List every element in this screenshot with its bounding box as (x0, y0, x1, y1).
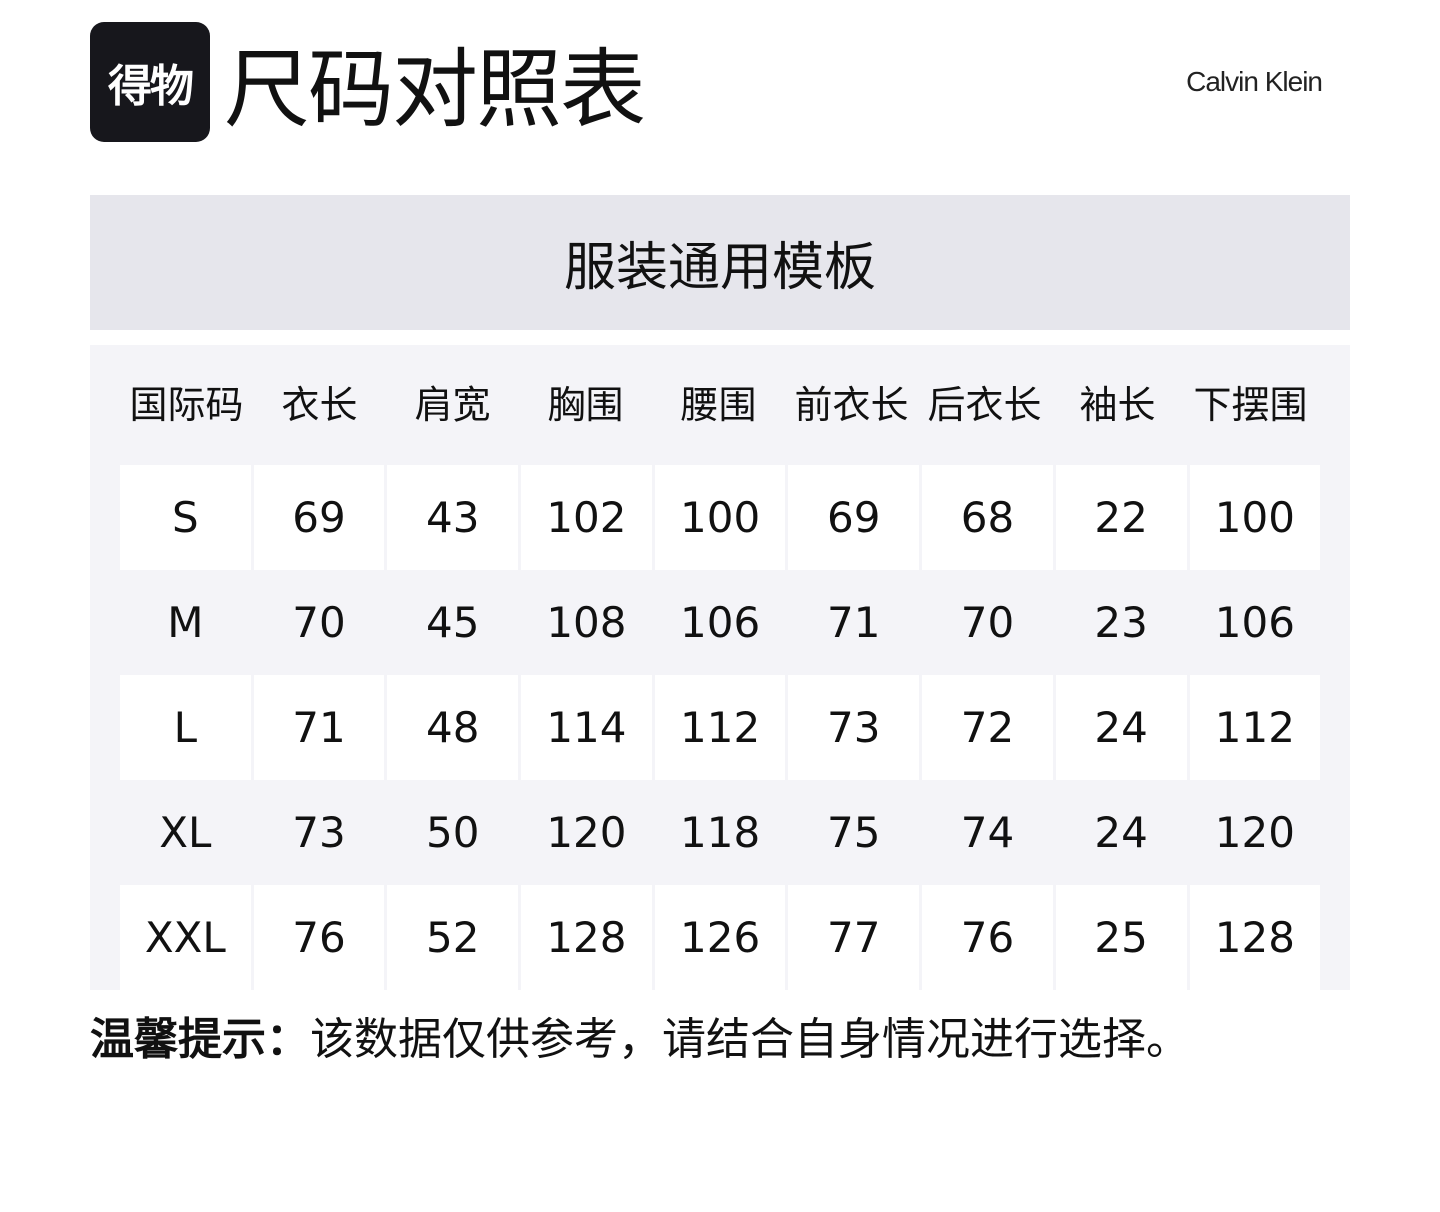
table-cell: 52 (387, 885, 519, 990)
table-cell: 73 (292, 808, 346, 857)
table-cell: 106 (1214, 598, 1295, 647)
table-cell: 73 (788, 675, 920, 780)
table-header: 国际码 衣长 肩宽 胸围 腰围 前衣长 后衣长 袖长 下摆围 (120, 375, 1317, 435)
table-row: L 71 48 114 112 73 72 24 112 (120, 675, 1321, 780)
dewu-logo: 得物 (90, 22, 210, 142)
table-cell: S (120, 465, 251, 570)
table-row: M 70 45 108 106 71 70 23 106 (120, 570, 1320, 675)
column-header: 前衣长 (794, 383, 909, 427)
table-cell: 128 (1189, 885, 1321, 990)
table-cell: 114 (521, 675, 652, 780)
table-cell: 74 (960, 808, 1015, 857)
table-cell: 71 (253, 675, 385, 780)
table-cell: 112 (654, 675, 786, 780)
table-cell: 76 (253, 885, 385, 990)
table-cell: L (120, 675, 251, 780)
table-cell: 48 (387, 675, 519, 780)
table-cell: 128 (521, 885, 652, 990)
table-cell: 70 (292, 598, 346, 647)
table-cell: 43 (387, 465, 519, 570)
page-title: 尺码对照表 (224, 40, 646, 140)
table-row: XXL 76 52 128 126 77 76 25 128 (120, 885, 1321, 990)
table-cell: 45 (425, 598, 480, 647)
table-cell: 126 (654, 885, 786, 990)
column-header: 袖长 (1079, 383, 1156, 427)
table-cell: 108 (546, 598, 627, 647)
table-cell: 77 (788, 885, 920, 990)
table-cell: 100 (654, 465, 786, 570)
table-cell: 112 (1189, 675, 1321, 780)
table-cell: XXL (120, 885, 251, 990)
brand-name: Calvin Klein (1186, 66, 1323, 97)
tip-text: 该数据仅供参考，请结合自身情况进行选择。 (310, 1014, 1190, 1065)
table-cell: 70 (960, 598, 1015, 647)
table-row: S 69 43 102 100 69 68 22 100 (120, 465, 1321, 570)
column-header: 下摆围 (1193, 383, 1308, 427)
column-header: 衣长 (281, 383, 358, 427)
table-cell: 75 (827, 808, 881, 857)
table-cell: 118 (680, 808, 761, 857)
table-cell: 72 (922, 675, 1053, 780)
table-cell: 69 (253, 465, 385, 570)
table-cell: XL (159, 808, 212, 857)
table-cell: 69 (788, 465, 920, 570)
table-row: XL 73 50 120 118 75 74 24 120 (120, 780, 1320, 885)
column-header: 后衣长 (927, 383, 1042, 427)
column-header: 肩宽 (414, 383, 491, 427)
template-title: 服装通用模板 (90, 195, 1350, 330)
table-cell: 102 (521, 465, 652, 570)
table-cell: 24 (1055, 675, 1187, 780)
table-cell: 120 (546, 808, 627, 857)
tip: 温馨提示：该数据仅供参考，请结合自身情况进行选择。 (90, 1010, 1190, 1070)
table-cell: 68 (922, 465, 1053, 570)
table-cell: 106 (680, 598, 761, 647)
table-cell: 23 (1094, 598, 1148, 647)
table-cell: 100 (1189, 465, 1321, 570)
size-table: 国际码 衣长 肩宽 胸围 腰围 前衣长 后衣长 袖长 下摆围 S 69 43 102 100 69 68 22… (90, 345, 1350, 990)
table-cell: 22 (1055, 465, 1187, 570)
column-header: 国际码 (129, 383, 244, 427)
table-cell: 120 (1214, 808, 1295, 857)
table-cell: 71 (827, 598, 881, 647)
column-header: 腰围 (680, 383, 757, 427)
column-header: 胸围 (547, 383, 624, 427)
table-cell: 25 (1055, 885, 1187, 990)
tip-label: 温馨提示： (90, 1014, 310, 1065)
table-cell: 24 (1094, 808, 1148, 857)
table-cell: 76 (922, 885, 1053, 990)
table-cell: M (167, 598, 204, 647)
table-cell: 50 (425, 808, 480, 857)
